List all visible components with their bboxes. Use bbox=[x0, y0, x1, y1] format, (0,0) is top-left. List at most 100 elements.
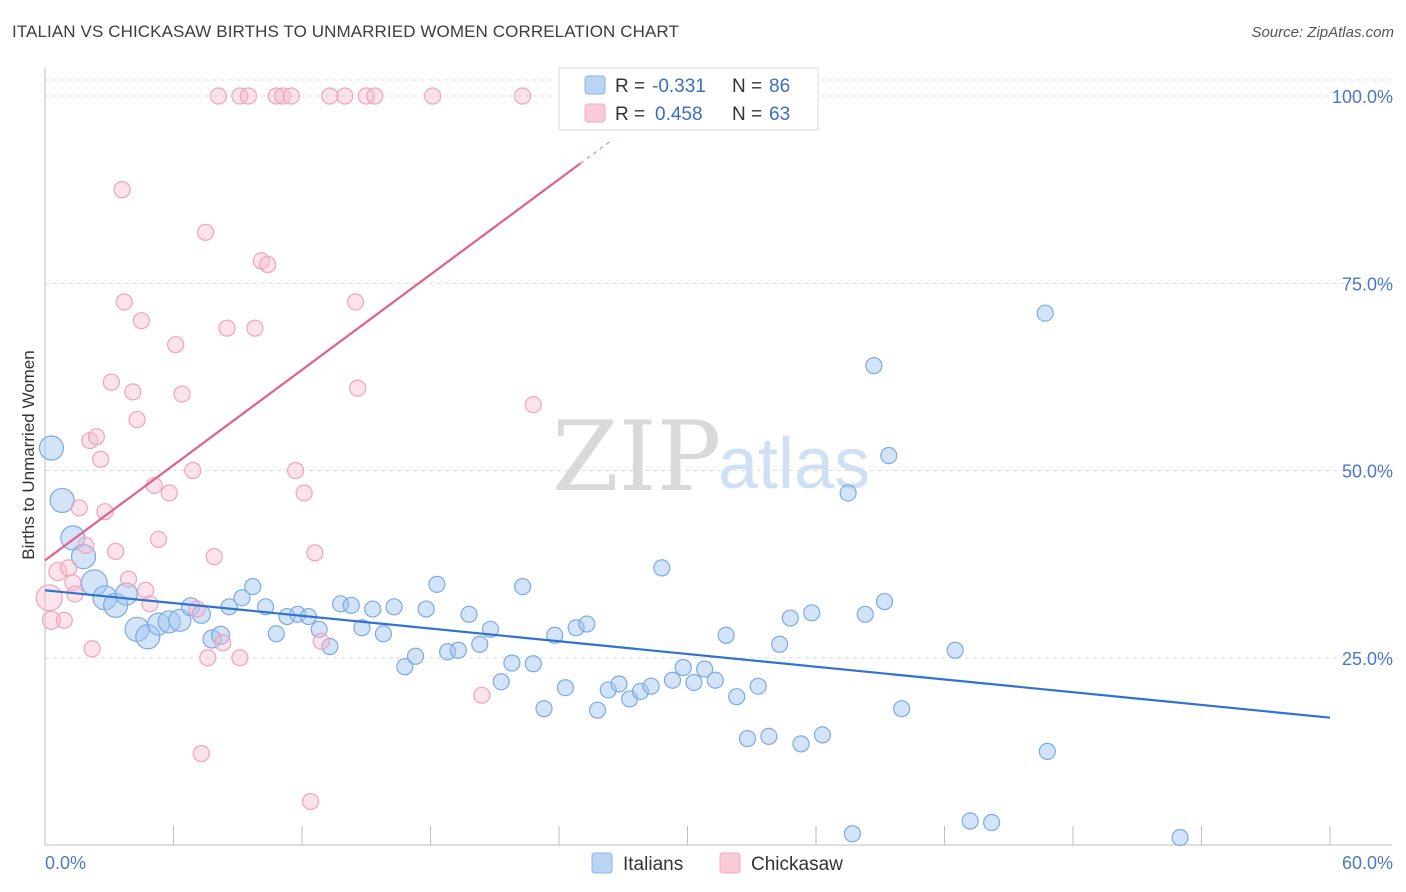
chickasaw-point bbox=[92, 450, 110, 468]
italians-point bbox=[385, 598, 403, 616]
italians-point bbox=[546, 626, 564, 644]
tick-labels: 25.0% 50.0% 75.0% 100.0% 0.0% 60.0% bbox=[45, 87, 1393, 873]
italians-point bbox=[578, 615, 596, 633]
chickasaw-point bbox=[55, 611, 73, 629]
legend-n-label: N = bbox=[732, 104, 762, 125]
chickasaw-trendline-extension bbox=[579, 138, 613, 165]
italians-point bbox=[961, 812, 979, 830]
italians-point bbox=[49, 487, 75, 514]
italians-point bbox=[492, 673, 510, 691]
italians-point bbox=[364, 600, 382, 618]
italians-point bbox=[803, 604, 821, 622]
chickasaw-point bbox=[70, 499, 88, 517]
chickasaw-point bbox=[119, 570, 138, 588]
italians-point bbox=[813, 726, 832, 744]
y-tick-label: 50.0% bbox=[1342, 462, 1393, 482]
italians-point bbox=[610, 675, 628, 693]
italians-point bbox=[353, 619, 371, 637]
italians-point bbox=[428, 575, 446, 593]
italians-point bbox=[674, 658, 692, 677]
italians-point bbox=[781, 609, 799, 627]
chickasaw-point bbox=[218, 319, 236, 337]
italians-point bbox=[396, 658, 414, 676]
chickasaw-point bbox=[346, 293, 365, 311]
italians-point bbox=[321, 637, 339, 656]
chickasaw-point bbox=[48, 562, 68, 582]
x-tick-label: 0.0% bbox=[45, 853, 86, 873]
axes bbox=[44, 68, 1392, 846]
italians-trendline bbox=[44, 589, 1331, 719]
italians-point bbox=[417, 600, 435, 618]
chickasaw-point bbox=[160, 484, 178, 502]
italians-point bbox=[588, 701, 607, 719]
italians-point bbox=[244, 577, 262, 596]
chickasaw-point bbox=[424, 87, 442, 105]
chickasaw-point bbox=[77, 536, 95, 555]
chickasaw-point bbox=[107, 542, 125, 560]
chickasaw-point bbox=[128, 410, 146, 429]
italians-point bbox=[1171, 828, 1189, 847]
italians-point bbox=[1038, 742, 1056, 760]
legend-n-label: N = bbox=[732, 76, 762, 97]
legend-swatch-chickasaw bbox=[584, 103, 606, 123]
chickasaw-point bbox=[524, 395, 542, 414]
italians-point bbox=[983, 813, 1001, 832]
chickasaw-point bbox=[231, 649, 249, 667]
italians-point bbox=[865, 357, 883, 375]
chickasaw-point bbox=[366, 87, 384, 105]
italians-point bbox=[760, 727, 778, 745]
italians-point bbox=[1036, 304, 1054, 322]
italians-point bbox=[770, 635, 789, 653]
italians-point bbox=[556, 679, 575, 697]
chickasaw-point bbox=[184, 461, 202, 480]
chickasaw-point bbox=[96, 503, 114, 521]
italians-point bbox=[38, 435, 65, 461]
chickasaw-point bbox=[336, 87, 354, 105]
italians-point bbox=[524, 655, 542, 673]
italians-point bbox=[439, 643, 457, 661]
legend-n-value: 86 bbox=[769, 76, 790, 97]
italians-point bbox=[653, 559, 671, 577]
chickasaw-point bbox=[173, 385, 191, 403]
italians-point bbox=[233, 589, 251, 607]
legend-swatch-italians bbox=[584, 75, 606, 95]
x-tick-label: 60.0% bbox=[1342, 853, 1393, 873]
legend-n-value: 63 bbox=[769, 104, 790, 125]
chickasaw-point bbox=[83, 640, 101, 658]
chickasaw-point bbox=[35, 584, 63, 612]
legend-r-value: 0.458 bbox=[655, 104, 703, 125]
chickasaw-point bbox=[306, 544, 324, 562]
watermark-atlas: atlas bbox=[718, 424, 870, 504]
chickasaw-point bbox=[282, 87, 300, 105]
italians-point bbox=[181, 597, 201, 617]
italians-point bbox=[839, 484, 857, 502]
chickasaw-point bbox=[473, 686, 491, 704]
bottom-legend-swatch-chickasaw bbox=[719, 852, 741, 874]
chickasaw-point bbox=[132, 312, 150, 330]
italians-point bbox=[460, 605, 478, 623]
italians-point bbox=[331, 595, 350, 613]
chickasaw-point bbox=[141, 595, 159, 613]
watermark-zip: ZIP bbox=[552, 401, 721, 513]
chickasaw-point bbox=[87, 428, 106, 446]
chickasaw-point bbox=[113, 181, 131, 199]
grid-lines bbox=[45, 79, 1392, 659]
italians-point bbox=[663, 671, 682, 689]
italians-point bbox=[535, 700, 553, 718]
correlation-legend: R = -0.331 N = 86 R = 0.458 N = 63 bbox=[558, 67, 819, 131]
legend-r-label: R = bbox=[615, 104, 645, 125]
italians-point bbox=[728, 688, 746, 706]
italians-point bbox=[843, 825, 862, 843]
chickasaw-point bbox=[295, 484, 313, 502]
y-tick-label: 25.0% bbox=[1342, 649, 1393, 669]
italians-point bbox=[685, 673, 703, 692]
y-tick-label: 75.0% bbox=[1342, 274, 1393, 294]
chickasaw-point bbox=[115, 293, 133, 311]
italians-point bbox=[696, 660, 714, 678]
italians-point bbox=[267, 625, 285, 643]
italians-point bbox=[946, 641, 964, 659]
italians-point bbox=[342, 596, 360, 614]
chickasaw-point bbox=[321, 87, 339, 105]
chickasaw-point bbox=[197, 223, 215, 241]
